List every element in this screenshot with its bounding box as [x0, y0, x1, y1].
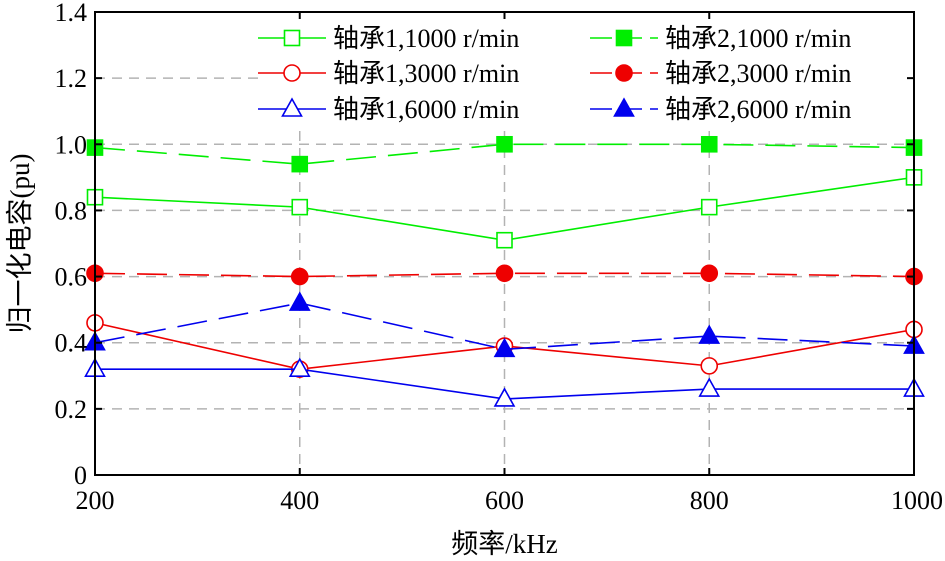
data-point: [698, 377, 721, 397]
series-5: [84, 357, 925, 407]
legend-marker: [615, 29, 633, 47]
x-axis-title: 频率/kHz: [451, 529, 557, 559]
legend-label: 轴承2,1000 r/min: [665, 24, 851, 53]
legend-marker: [283, 64, 301, 82]
x-tick-label: 1000: [891, 486, 943, 515]
x-tick-label: 200: [76, 486, 115, 515]
x-tick-label: 600: [485, 486, 524, 515]
y-tick-label: 0.6: [55, 263, 88, 292]
ticks: 0 0.2 0.4 0.6 0.8 1.0 1.2 1.4 200 400 600 800 1000: [55, 0, 944, 515]
y-tick-label: 0.8: [55, 196, 88, 225]
data-point: [700, 135, 718, 153]
legend-item-4: 轴承2,3000 r/min: [590, 59, 851, 88]
data-point: [698, 324, 721, 344]
data-point: [700, 264, 719, 283]
series-line: [94, 302, 915, 351]
y-axis-title: 归一化电容(pu): [5, 154, 35, 334]
legend-marker: [613, 97, 635, 117]
legend-item-3: 轴承1,3000 r/min: [258, 59, 519, 88]
x-tick-label: 800: [690, 486, 729, 515]
legend-item-1: 轴承1,1000 r/min: [258, 24, 519, 53]
legend-item-6: 轴承2,6000 r/min: [590, 95, 851, 124]
y-tick-label: 0: [74, 461, 87, 490]
series-4: [86, 264, 923, 286]
data-point: [493, 337, 516, 358]
y-tick-label: 1.0: [55, 130, 88, 159]
data-point: [493, 387, 516, 407]
data-point: [496, 135, 513, 153]
y-tick-label: 1.4: [55, 0, 88, 27]
legend-label: 轴承2,3000 r/min: [665, 59, 851, 88]
legend: 轴承1,1000 r/min 轴承2,1000 r/min 轴承1,3000 r/m…: [258, 16, 908, 130]
x-tick-label: 400: [280, 486, 319, 515]
legend-marker: [281, 97, 303, 117]
data-point: [291, 198, 309, 216]
series-layer: [84, 135, 925, 407]
y-tick-label: 1.2: [55, 64, 88, 93]
legend-item-5: 轴承1,6000 r/min: [258, 95, 519, 124]
y-tick-label: 0.4: [55, 329, 88, 358]
y-tick-label: 0.2: [55, 395, 88, 424]
legend-label: 轴承1,6000 r/min: [333, 95, 519, 124]
legend-label: 轴承1,3000 r/min: [333, 59, 519, 88]
data-point: [288, 357, 311, 377]
data-point: [496, 231, 513, 249]
data-point: [495, 264, 514, 283]
data-point: [288, 291, 311, 311]
legend-marker: [615, 64, 633, 82]
legend-marker: [283, 29, 301, 47]
legend-item-2: 轴承2,1000 r/min: [590, 24, 851, 53]
series-line: [94, 143, 915, 165]
data-point: [291, 155, 309, 173]
data-point: [700, 198, 718, 216]
legend-background: [258, 16, 908, 130]
data-point: [700, 357, 719, 375]
series-line: [94, 272, 915, 278]
data-point: [290, 267, 309, 286]
legend-label: 轴承1,1000 r/min: [333, 24, 519, 53]
legend-label: 轴承2,6000 r/min: [665, 95, 851, 124]
